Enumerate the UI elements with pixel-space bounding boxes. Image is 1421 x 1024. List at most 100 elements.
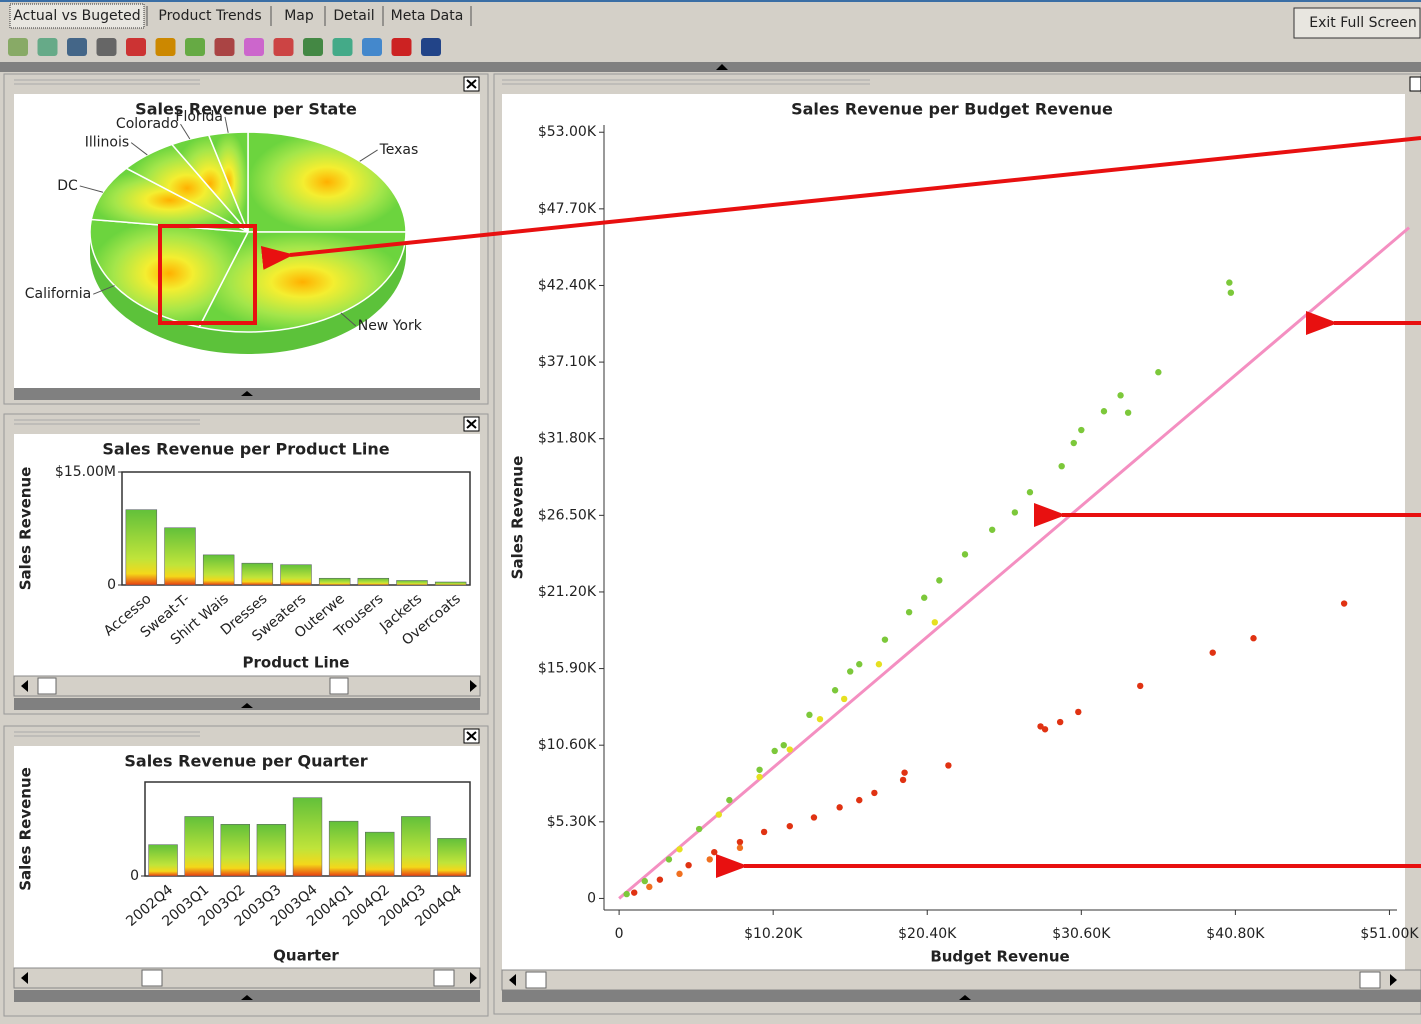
toolbar-icon[interactable] [126,38,146,56]
scatter-point [816,715,824,723]
scatter-point [1011,509,1019,516]
exit-button-label[interactable]: Exit Full Screen [1309,15,1416,31]
bar [434,581,467,586]
tab[interactable] [386,4,468,28]
scatter-point [836,804,843,811]
toolbar-icon[interactable] [67,38,87,56]
toolbar-icon[interactable] [303,38,323,56]
x-tick-label: $51.00K [1360,926,1419,942]
y-tick-label: 0 [587,890,596,906]
toolbar-icon[interactable] [185,38,205,56]
tab[interactable] [9,3,145,29]
pie-leader [224,116,229,133]
pie-slice [198,231,407,333]
scatter-point [736,838,744,846]
scatter-point [786,822,793,830]
scatter-point [1226,279,1233,286]
pie-label: Illinois [85,135,129,151]
toolbar-icon[interactable] [421,38,441,56]
bar [164,527,196,586]
y-tick-label: $26.50K [538,507,597,523]
toolbar-icon[interactable] [37,38,58,56]
toolbar-icon[interactable] [155,38,176,56]
toolbar-icon[interactable] [391,38,412,56]
scatter-point [1227,289,1235,296]
splitter [0,62,1421,72]
scatter-point [1026,489,1034,496]
bar [437,838,467,877]
scatter-point [961,551,969,558]
scatter-point [1037,723,1044,730]
scatter-point [921,594,928,601]
toolbar-icon[interactable] [273,38,294,56]
toolbar-icon[interactable] [214,38,235,56]
bar [318,577,351,586]
pie-label: Colorado [116,116,179,132]
toolbar-icon[interactable] [362,38,382,56]
toolbar [8,38,441,56]
toolbar-icon[interactable] [332,38,353,56]
tab-label[interactable]: Map [284,8,314,24]
scatter-point [1100,408,1108,415]
scatter-point [695,825,703,833]
pie-slice [90,167,249,233]
scatter-point [780,741,787,749]
bar [241,562,274,586]
scatter-point [623,890,630,898]
scatter-point [988,526,996,533]
scatter-point [875,661,883,668]
tab-label[interactable]: Meta Data [391,8,464,24]
tab[interactable] [328,4,380,28]
pie-label: Texas [379,142,419,158]
scatter-point [771,747,778,755]
tab[interactable] [276,4,322,28]
pie-leader [340,312,357,327]
scatter-point [715,811,722,818]
bar [202,554,235,586]
tab-label[interactable]: Actual vs Bugeted [13,8,140,24]
tab-label[interactable]: Product Trends [158,8,261,24]
scatter-point [685,861,692,869]
exit-button[interactable] [1293,7,1421,39]
x-tick-label: $30.60K [1052,926,1111,942]
y-tick-label: $15.00M [55,464,116,480]
pie-leader [130,142,148,156]
x-tick-label: $20.40K [898,926,957,942]
chart-title: Sales Revenue per Product Line [102,440,389,459]
y-tick-label: $5.30K [547,814,597,830]
scatter-point [736,844,744,852]
scatter-point [631,889,638,896]
y-tick-label: $15.90K [538,661,597,677]
scatter-point [1117,392,1124,399]
bar [256,824,287,877]
scatter-point [1058,462,1065,470]
y-axis-label: Sales Revenue [17,467,35,591]
toolbar-icon[interactable] [244,38,264,56]
scatter-point [1340,600,1348,607]
bar [357,577,390,586]
y-tick-label: 0 [130,868,139,884]
toolbar-icon[interactable] [96,38,117,56]
scatter-point [856,796,863,804]
bar [280,564,312,586]
scatter-point [899,776,907,784]
toolbar-icon[interactable] [8,38,28,56]
scatter-point [1137,682,1144,690]
scatter-point [665,856,673,863]
chart-title: Sales Revenue per State [135,100,357,119]
scatter-point [760,828,768,836]
scatter-point [756,766,763,773]
tab[interactable] [152,4,268,28]
tab-label[interactable]: Detail [333,8,374,24]
scatter-point [1078,426,1085,434]
bar [125,509,158,586]
pie-label: Florida [175,109,223,125]
pie-label: New York [358,318,423,334]
highlight-box [158,224,257,325]
pie-label: DC [57,178,78,194]
y-tick-label: 0 [107,577,116,593]
x-tick-label: 0 [615,926,624,942]
collapse-arrow[interactable] [716,64,728,70]
